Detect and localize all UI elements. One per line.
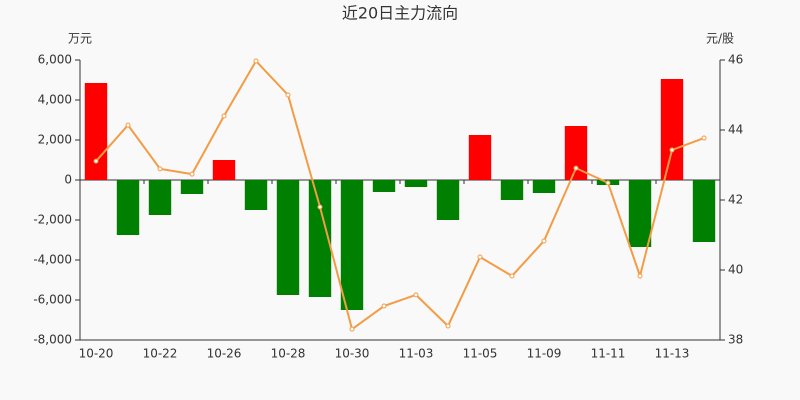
price-point — [125, 122, 131, 128]
price-point — [605, 180, 611, 186]
price-point — [157, 166, 163, 172]
bar — [660, 79, 684, 180]
bar — [404, 180, 428, 187]
x-tick-label: 10-30 — [335, 347, 370, 361]
y2-tick-label: 38 — [728, 333, 743, 347]
price-point — [317, 204, 323, 210]
x-tick-label: 10-22 — [143, 347, 178, 361]
bar — [532, 180, 556, 193]
price-point — [573, 165, 579, 171]
y-axis-unit: 万元 — [68, 32, 92, 46]
price-point — [413, 292, 419, 298]
bar — [436, 180, 460, 220]
y2-tick-label: 40 — [728, 263, 743, 277]
price-point — [253, 58, 259, 64]
x-tick-label: 11-13 — [655, 347, 690, 361]
bar — [148, 180, 172, 215]
bar — [564, 126, 588, 180]
price-point — [541, 238, 547, 244]
price-point — [349, 326, 355, 332]
y-tick-label: -2,000 — [33, 213, 72, 227]
y2-tick-label: 46 — [728, 53, 743, 67]
y-tick-label: 6,000 — [38, 53, 72, 67]
bar — [500, 180, 524, 200]
chart-title: 近20日主力流向 — [342, 4, 458, 23]
y2-tick-label: 44 — [728, 123, 743, 137]
price-point — [189, 171, 195, 177]
price-line — [95, 59, 705, 331]
x-tick-label: 10-28 — [271, 347, 306, 361]
bar — [244, 180, 268, 210]
y-tick-label: 4,000 — [38, 93, 72, 107]
bar — [116, 180, 140, 235]
bar — [628, 180, 652, 247]
price-point — [93, 158, 99, 164]
x-tick-label: 11-11 — [591, 347, 626, 361]
bar — [468, 135, 492, 180]
bar — [372, 180, 396, 192]
bar — [276, 180, 300, 295]
bar — [308, 180, 332, 297]
price-point — [669, 147, 675, 153]
price-point — [701, 135, 707, 141]
y-tick-label: -4,000 — [33, 253, 72, 267]
price-point — [637, 273, 643, 279]
bar — [692, 180, 716, 242]
y-tick-label: -8,000 — [33, 333, 72, 347]
y2-tick-label: 42 — [728, 193, 743, 207]
x-tick-label: 11-09 — [527, 347, 562, 361]
price-point — [285, 92, 291, 98]
x-tick-label: 11-03 — [399, 347, 434, 361]
x-tick-label: 10-26 — [207, 347, 242, 361]
price-point — [445, 323, 451, 329]
y2-axis-unit: 元/股 — [706, 32, 734, 46]
bar — [180, 180, 204, 194]
price-point — [509, 273, 515, 279]
bar — [212, 160, 236, 180]
x-tick-label: 11-05 — [463, 347, 498, 361]
y-tick-label: 2,000 — [38, 133, 72, 147]
bar — [340, 180, 364, 310]
price-point — [221, 113, 227, 119]
bar — [84, 83, 108, 180]
price-point — [381, 303, 387, 309]
y-tick-label: -6,000 — [33, 293, 72, 307]
price-point — [477, 254, 483, 260]
y-tick-label: 0 — [64, 173, 72, 187]
x-tick-label: 10-20 — [79, 347, 114, 361]
